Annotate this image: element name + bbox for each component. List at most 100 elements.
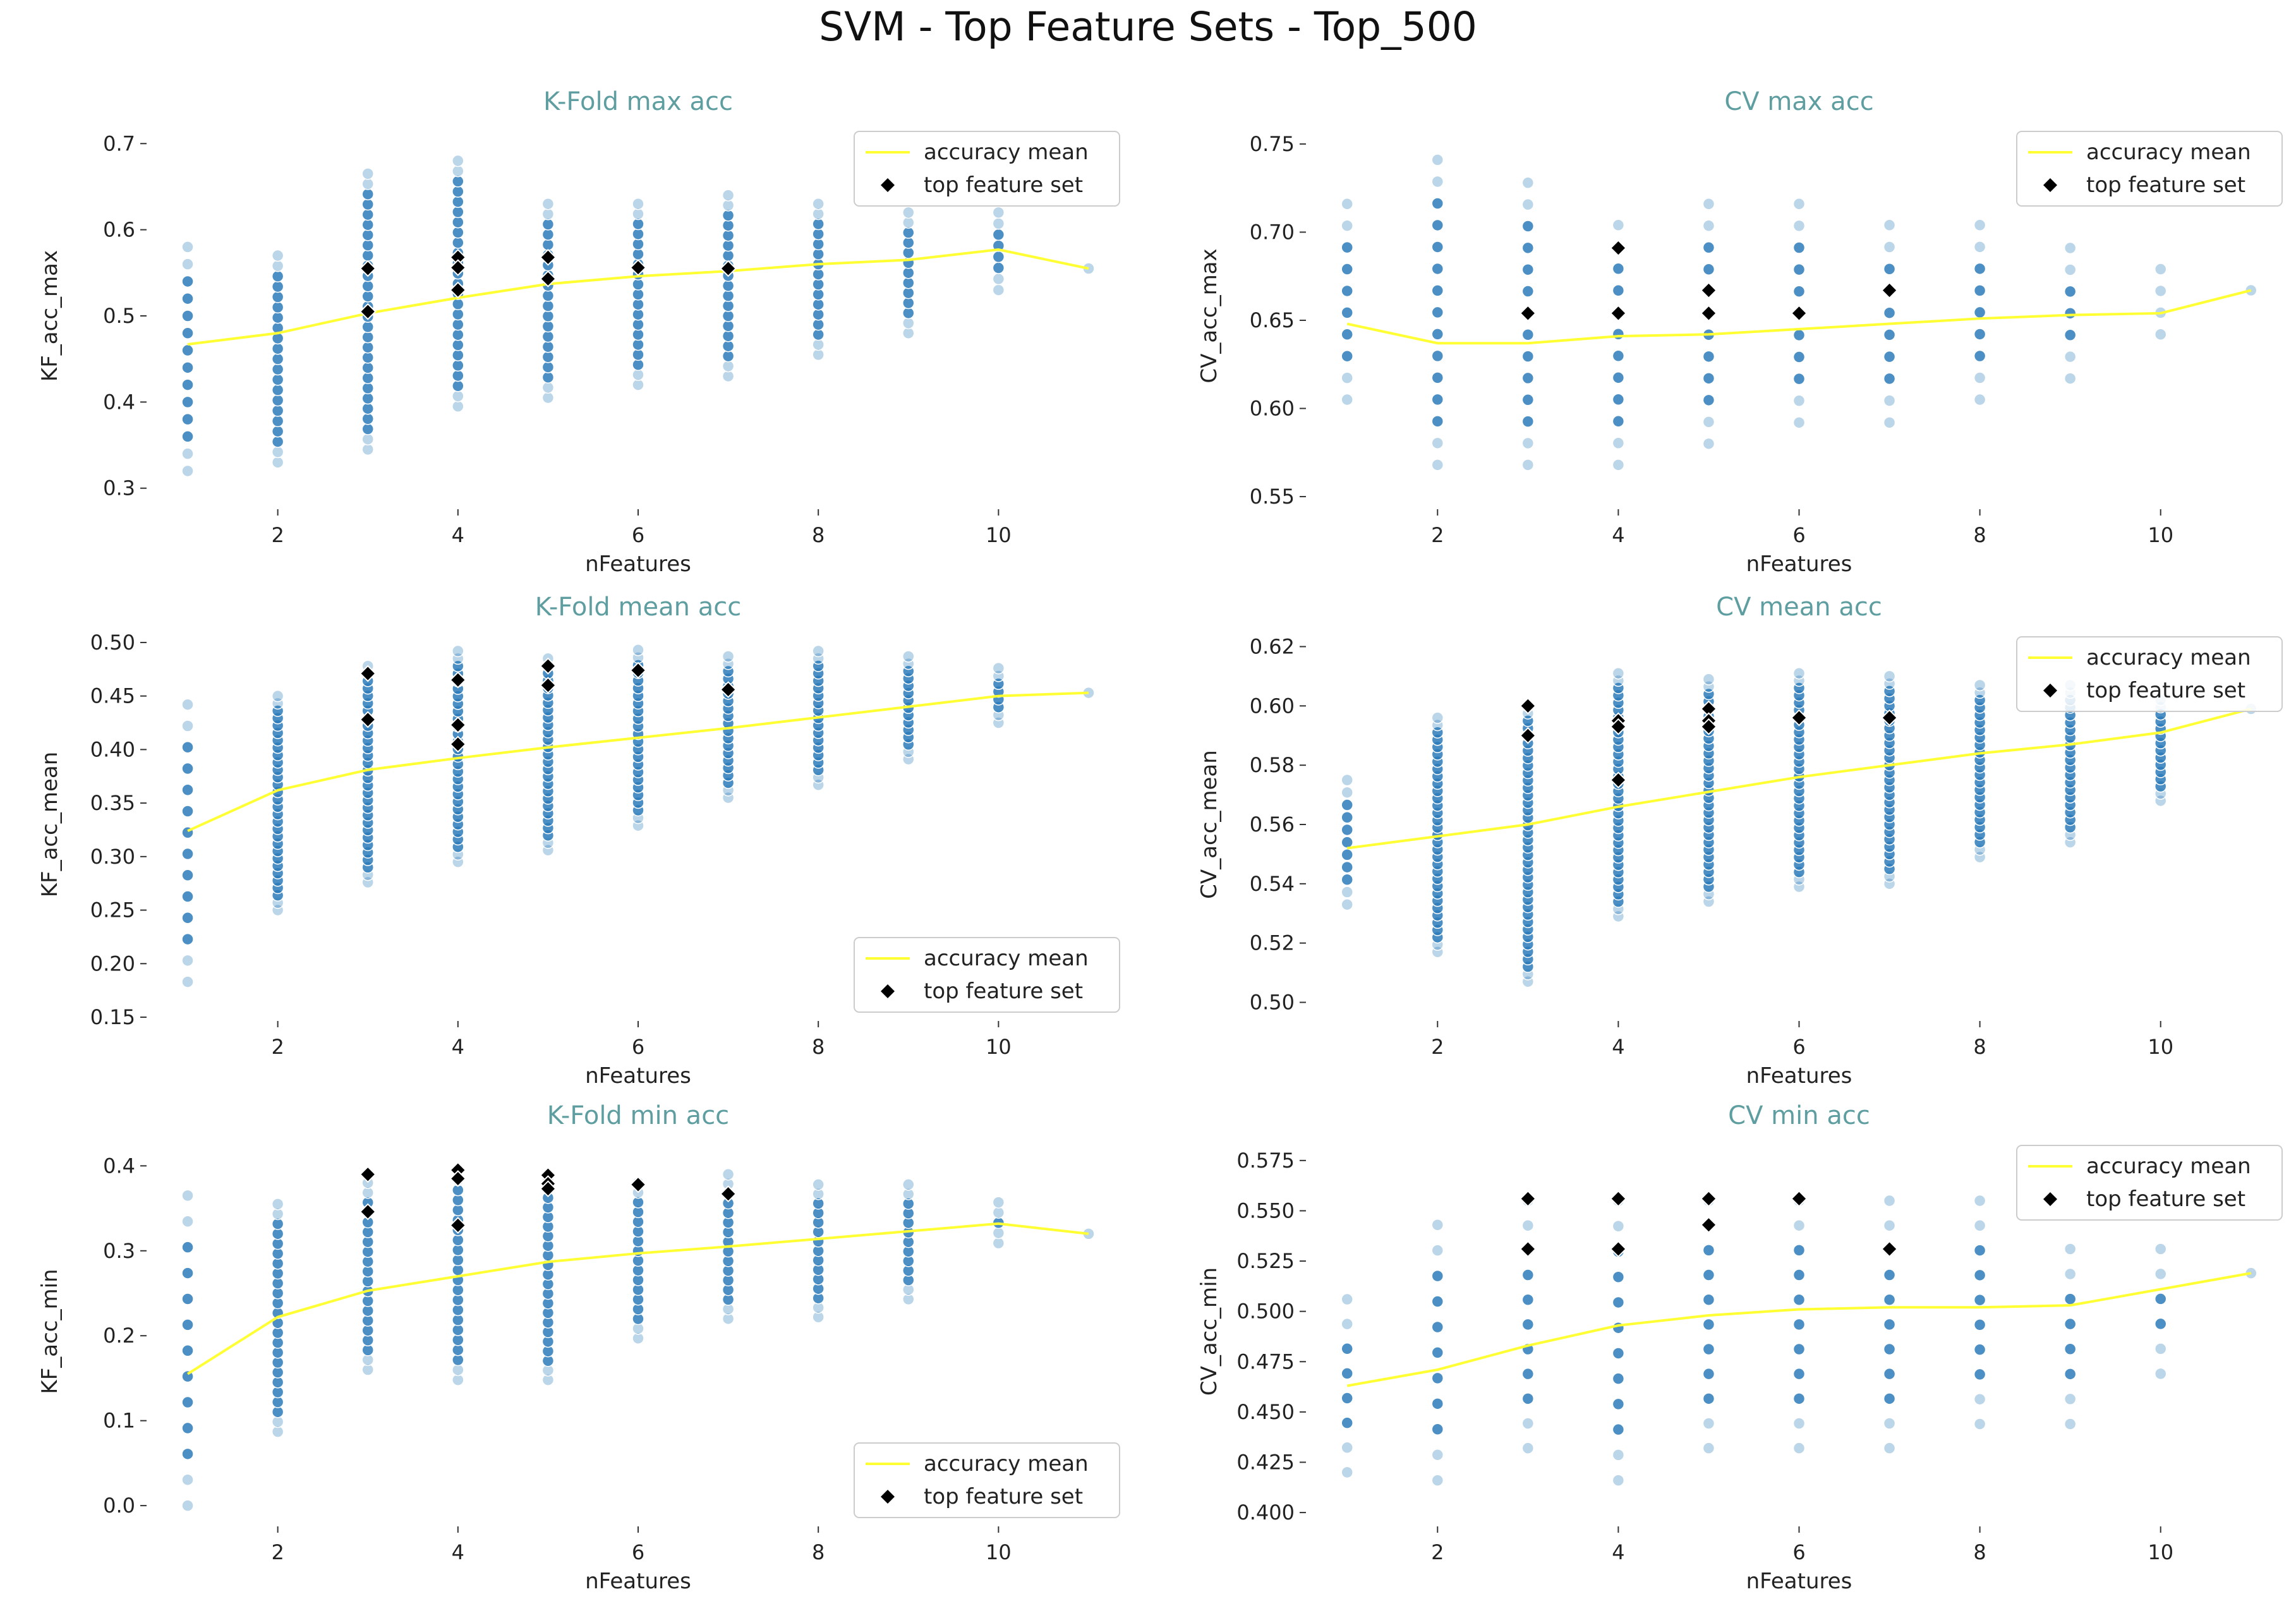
- scatter-point: [1883, 1442, 1896, 1454]
- y-tick-label: 0.15: [90, 1005, 135, 1029]
- chart-title: CV mean acc: [1716, 593, 1882, 622]
- scatter-point: [1431, 241, 1444, 253]
- scatter-point: [992, 1206, 1005, 1219]
- scatter-point: [1612, 371, 1625, 384]
- scatter-point: [2154, 794, 2167, 807]
- y-tick-label: 0.35: [90, 791, 135, 815]
- scatter-point: [1702, 1293, 1715, 1306]
- scatter-point: [541, 1374, 555, 1386]
- top-feature-set-marker: [539, 1180, 557, 1198]
- scatter-point: [2063, 285, 2077, 298]
- x-tick-label: 2: [271, 1540, 284, 1564]
- scatter-point: [181, 1473, 194, 1486]
- scatter-point: [1341, 823, 1353, 836]
- scatter-point: [361, 229, 374, 241]
- x-tick-label: 8: [1973, 1035, 1986, 1059]
- x-tick-label: 4: [1612, 1540, 1624, 1564]
- scatter-point: [1431, 1346, 1444, 1359]
- scatter-point: [181, 344, 194, 357]
- legend-mean-label: accuracy mean: [2086, 645, 2251, 670]
- legend-box: [2016, 1145, 2283, 1221]
- scatter-point: [1883, 394, 1896, 407]
- scatter-point: [1973, 328, 1986, 341]
- scatter-point: [361, 219, 374, 231]
- scatter-point: [181, 1422, 194, 1435]
- scatter-point: [1792, 329, 1806, 342]
- top-feature-set-marker: [449, 1170, 467, 1187]
- x-tick-label: 6: [1792, 523, 1805, 547]
- scatter-point: [1702, 350, 1715, 363]
- scatter-point: [992, 262, 1005, 274]
- x-tick-label: 2: [1431, 1540, 1444, 1564]
- top-feature-set-marker: [1609, 305, 1627, 322]
- scatter-point: [1702, 1318, 1715, 1331]
- y-tick-label: 0.0: [103, 1494, 135, 1518]
- top-feature-set-marker: [359, 1166, 377, 1183]
- y-tick-label: 0.65: [1250, 308, 1295, 332]
- scatter-point: [361, 433, 374, 445]
- scatter-point: [812, 644, 825, 658]
- scatter-point: [1431, 1295, 1444, 1308]
- scatter-point: [541, 381, 555, 394]
- scatter-point: [1521, 371, 1535, 385]
- x-tick-label: 8: [812, 1035, 825, 1059]
- scatter-point: [1521, 1318, 1535, 1331]
- scatter-point: [1341, 349, 1353, 363]
- scatter-point: [2063, 1343, 2077, 1355]
- scatter-point: [1431, 284, 1444, 297]
- scatter-point: [722, 1312, 735, 1325]
- scatter-point: [2063, 1418, 2077, 1430]
- top-feature-set-marker: [1609, 718, 1627, 735]
- chart-panel-5: K-Fold min acc 0.0 0.1 0.2 0.3 0.4 2 4 6 8 10 nFeat…: [37, 1101, 1120, 1594]
- x-tick-label: 10: [986, 523, 1012, 547]
- y-tick-label: 0.1: [103, 1409, 135, 1433]
- scatter-point: [1341, 898, 1353, 911]
- scatter-point: [2154, 1317, 2167, 1331]
- top-feature-set-marker: [1519, 1240, 1537, 1258]
- scatter-point: [1341, 198, 1353, 210]
- scatter-point: [1792, 372, 1806, 385]
- x-axis-label: nFeatures: [585, 1569, 691, 1594]
- scatter-point: [1702, 198, 1715, 210]
- scatter-point: [452, 318, 464, 331]
- scatter-point: [1702, 372, 1715, 385]
- scatter-point: [1612, 1271, 1625, 1283]
- scatter-point: [361, 290, 374, 303]
- scatter-point: [1431, 1398, 1444, 1410]
- scatter-point: [452, 298, 464, 310]
- scatter-point: [1973, 1244, 1986, 1257]
- scatter-point: [271, 1425, 284, 1438]
- scatter-point: [271, 291, 284, 303]
- scatter-point: [1792, 263, 1806, 276]
- y-tick-label: 0.40: [90, 737, 135, 761]
- scatter-point: [1792, 416, 1806, 429]
- scatter-point: [452, 349, 464, 361]
- scatter-point: [1973, 1319, 1986, 1331]
- scatter-point: [722, 189, 735, 202]
- y-tick-label: 0.70: [1250, 220, 1295, 244]
- legend: accuracy mean top feature set: [854, 131, 1120, 207]
- y-axis-label: KF_acc_min: [37, 1269, 63, 1394]
- scatter-point: [1612, 1220, 1625, 1233]
- scatter-point: [1431, 393, 1444, 406]
- accuracy-mean-line: [187, 248, 1089, 346]
- scatter-point: [1973, 241, 1986, 253]
- scatter-point: [271, 342, 284, 355]
- scatter-point: [181, 1344, 194, 1357]
- scatter-point: [1612, 1372, 1625, 1385]
- scatter-point: [1973, 1418, 1986, 1430]
- scatter-point: [1341, 1416, 1353, 1429]
- scatter-point: [271, 456, 284, 469]
- scatter-point: [1702, 1392, 1715, 1405]
- scatter-point: [812, 1188, 825, 1200]
- scatter-point: [1521, 1269, 1535, 1281]
- scatter-point: [1792, 198, 1806, 210]
- x-tick-label: 10: [2148, 523, 2173, 547]
- scatter-point: [271, 404, 284, 417]
- scatter-point: [1883, 1392, 1896, 1405]
- scatter-point: [1341, 848, 1353, 861]
- x-axis-label: nFeatures: [585, 552, 691, 577]
- scatter-point: [181, 241, 194, 253]
- scatter-point: [1521, 220, 1535, 232]
- scatter-point: [1341, 1367, 1353, 1380]
